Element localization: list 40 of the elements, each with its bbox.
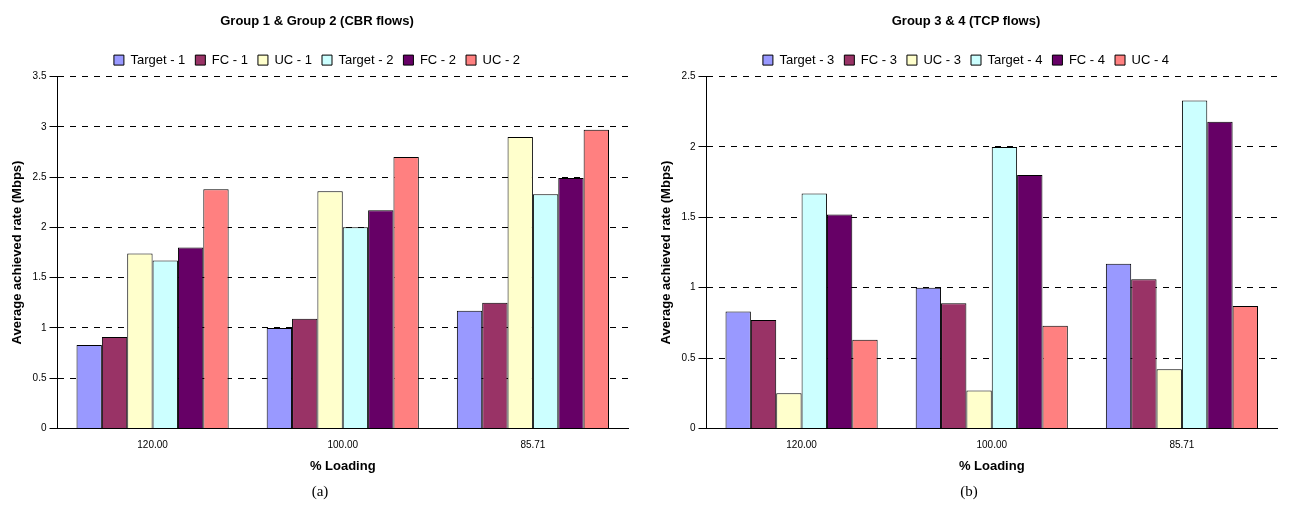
- legend-label: UC - 4: [1131, 51, 1170, 67]
- chart-title: Group 3 & 4 (TCP flows): [891, 13, 1041, 29]
- y-tick-label: 3: [40, 120, 47, 132]
- y-tick-label: 1: [40, 321, 47, 333]
- chart-title: Group 1 & Group 2 (CBR flows): [220, 13, 414, 29]
- legend-label: UC - 3: [923, 51, 961, 67]
- y-tick-label: 0.5: [681, 351, 696, 363]
- legend-label: FC - 3: [860, 51, 897, 67]
- legend-label: Target - 2: [338, 51, 394, 67]
- y-tick-label: 3.5: [32, 70, 47, 82]
- y-tick-label: 2: [40, 221, 47, 233]
- legend-label: Target - 4: [987, 51, 1043, 67]
- x-axis-title: % Loading: [309, 457, 376, 473]
- y-axis-title: Average achieved rate (Mbps): [658, 160, 674, 345]
- legend-label: Target - 1: [130, 51, 186, 67]
- legend-label: UC - 2: [482, 51, 521, 67]
- y-tick-label: 0.5: [32, 371, 47, 383]
- legend-label: FC - 2: [419, 51, 457, 67]
- text: (a): [310, 482, 330, 501]
- y-tick-label: 0: [689, 422, 696, 434]
- y-tick-label: 2.5: [32, 170, 47, 182]
- y-tick-label: 2.5: [681, 70, 696, 82]
- legend-label: Target - 3: [779, 51, 835, 67]
- y-tick-label: 1.5: [681, 211, 696, 223]
- x-tick-label: 100.00: [976, 439, 1008, 451]
- x-axis-title: % Loading: [958, 457, 1025, 473]
- x-tick-label: 100.00: [327, 439, 359, 451]
- x-tick-label: 85.71: [1169, 439, 1195, 451]
- y-tick-label: 2: [689, 140, 696, 152]
- x-tick-label: 120.00: [786, 439, 818, 451]
- y-tick-label: 1.5: [32, 271, 47, 283]
- x-tick-label: 120.00: [137, 439, 169, 451]
- y-axis-title: Average achieved rate (Mbps): [9, 160, 25, 345]
- y-tick-label: 1: [689, 281, 696, 293]
- legend-label: FC - 4: [1068, 51, 1106, 67]
- legend-label: UC - 1: [274, 51, 312, 67]
- text: (b): [959, 482, 979, 501]
- legend-label: FC - 1: [211, 51, 248, 67]
- y-tick-label: 0: [40, 422, 47, 434]
- x-tick-label: 85.71: [520, 439, 546, 451]
